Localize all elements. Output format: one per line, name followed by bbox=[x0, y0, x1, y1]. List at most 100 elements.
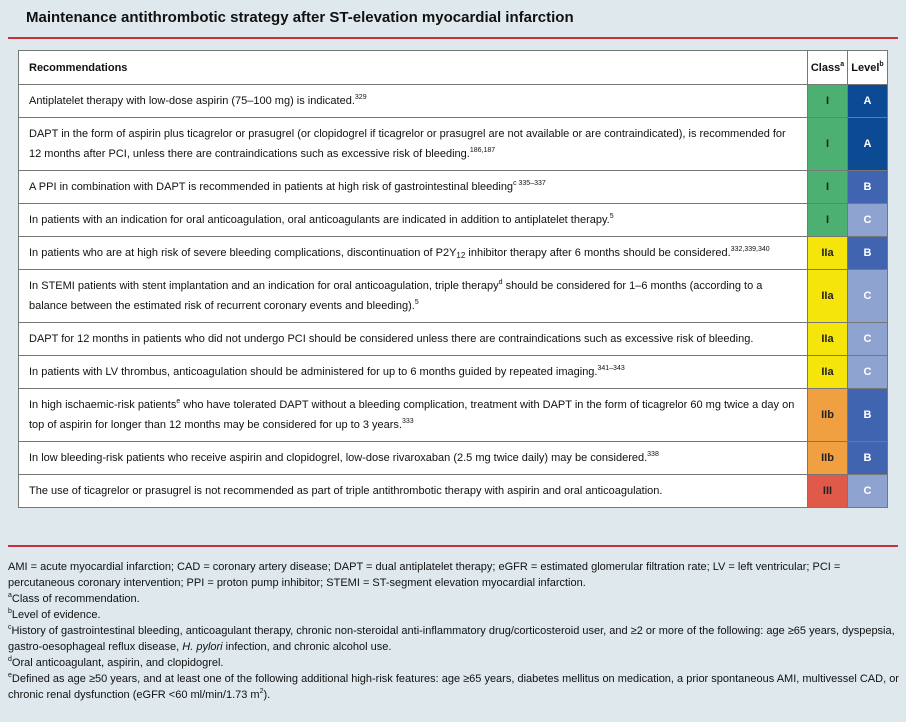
superscript: a bbox=[8, 592, 12, 599]
recommendation-row: The use of ticagrelor or prasugrel is no… bbox=[18, 474, 888, 508]
recommendation-text: Antiplatelet therapy with low-dose aspir… bbox=[18, 84, 808, 118]
text: Oral anticoagulant, aspirin, and clopido… bbox=[11, 657, 224, 669]
superscript: 333 bbox=[402, 418, 414, 425]
level-cell: A bbox=[847, 84, 888, 118]
footnote: aClass of recommendation. bbox=[8, 591, 900, 607]
level-cell: B bbox=[847, 441, 888, 475]
superscript: 341–343 bbox=[597, 365, 625, 372]
recommendation-text: A PPI in combination with DAPT is recomm… bbox=[18, 170, 808, 204]
text: In high ischaemic-risk patients bbox=[29, 399, 177, 411]
level-cell: B bbox=[847, 388, 888, 442]
class-cell: IIa bbox=[807, 322, 848, 356]
superscript: e bbox=[176, 398, 181, 405]
superscript: c bbox=[8, 624, 12, 631]
table-rule bbox=[8, 545, 898, 547]
recommendation-row: A PPI in combination with DAPT is recomm… bbox=[18, 170, 888, 204]
class-cell: IIa bbox=[807, 355, 848, 389]
text: infection, and chronic alcohol use. bbox=[222, 641, 392, 653]
level-cell: C bbox=[847, 474, 888, 508]
title-rule bbox=[8, 37, 898, 39]
text: DAPT for 12 months in patients who did n… bbox=[29, 333, 754, 345]
footnote: cHistory of gastrointestinal bleeding, a… bbox=[8, 623, 900, 655]
class-cell: IIa bbox=[807, 269, 848, 323]
level-cell: B bbox=[847, 236, 888, 270]
recommendation-text: DAPT for 12 months in patients who did n… bbox=[18, 322, 808, 356]
text: AMI = acute myocardial infarction; CAD =… bbox=[8, 561, 841, 589]
text: In patients with LV thrombus, anticoagul… bbox=[29, 366, 598, 378]
text: inhibitor therapy after 6 months should … bbox=[465, 247, 731, 259]
text: In patients who are at high risk of seve… bbox=[29, 247, 457, 259]
text: In low bleeding-risk patients who receiv… bbox=[29, 452, 648, 464]
superscript: 186,187 bbox=[469, 147, 496, 154]
text: Level bbox=[851, 61, 880, 74]
subscript: 12 bbox=[456, 251, 466, 260]
title: Maintenance antithrombotic strategy afte… bbox=[26, 9, 574, 26]
superscript: 329 bbox=[354, 94, 367, 101]
text: should be considered for 1–6 months (acc… bbox=[29, 280, 763, 312]
superscript: d bbox=[8, 656, 12, 663]
recommendation-row: In patients with LV thrombus, anticoagul… bbox=[18, 355, 888, 389]
text: Class bbox=[810, 61, 841, 74]
recommendation-text: The use of ticagrelor or prasugrel is no… bbox=[18, 474, 808, 508]
superscript: c 335–337 bbox=[513, 180, 546, 187]
level-cell: C bbox=[847, 322, 888, 356]
text: Defined as age ≥50 years, and at least o… bbox=[8, 673, 899, 701]
header-class: Classa bbox=[807, 50, 848, 85]
recommendation-row: In STEMI patients with stent implantatio… bbox=[18, 269, 888, 323]
recommendation-text: In low bleeding-risk patients who receiv… bbox=[18, 441, 808, 475]
recommendation-row: In high ischaemic-risk patientse who hav… bbox=[18, 388, 888, 442]
class-cell: I bbox=[807, 117, 848, 171]
level-cell: A bbox=[847, 117, 888, 171]
class-cell: I bbox=[807, 170, 848, 204]
text: In STEMI patients with stent implantatio… bbox=[29, 280, 499, 292]
level-cell: C bbox=[847, 203, 888, 237]
level-cell: C bbox=[847, 269, 888, 323]
recommendation-text: DAPT in the form of aspirin plus ticagre… bbox=[18, 117, 808, 171]
recommendation-text: In STEMI patients with stent implantatio… bbox=[18, 269, 808, 323]
superscript: 5 bbox=[609, 213, 614, 220]
header-row: Recommendations Classa Levelb bbox=[18, 50, 888, 85]
recommendation-row: In patients who are at high risk of seve… bbox=[18, 236, 888, 270]
superscript: 2 bbox=[259, 688, 264, 695]
superscript: b bbox=[8, 608, 12, 615]
class-cell: I bbox=[807, 203, 848, 237]
text: The use of ticagrelor or prasugrel is no… bbox=[29, 485, 663, 497]
recommendation-text: In patients with LV thrombus, anticoagul… bbox=[18, 355, 808, 389]
superscript: d bbox=[498, 279, 503, 286]
text: DAPT in the form of aspirin plus ticagre… bbox=[29, 128, 786, 160]
recommendation-row: In low bleeding-risk patients who receiv… bbox=[18, 441, 888, 475]
text: ). bbox=[263, 689, 271, 701]
class-cell: IIb bbox=[807, 441, 848, 475]
footnote: bLevel of evidence. bbox=[8, 607, 900, 623]
recommendation-row: DAPT for 12 months in patients who did n… bbox=[18, 322, 888, 356]
superscript: b bbox=[879, 60, 884, 68]
superscript: 5 bbox=[414, 299, 419, 306]
superscript: a bbox=[840, 60, 845, 68]
text: who have tolerated DAPT without a bleedi… bbox=[29, 399, 795, 431]
superscript: e bbox=[8, 672, 12, 679]
header-recommendations: Recommendations bbox=[18, 50, 808, 85]
superscript: 332,339,340 bbox=[730, 246, 770, 253]
level-cell: B bbox=[847, 170, 888, 204]
recommendations-table: Recommendations Classa Levelb Antiplatel… bbox=[18, 50, 888, 508]
footnote: AMI = acute myocardial infarction; CAD =… bbox=[8, 559, 900, 591]
recommendation-text: In patients with an indication for oral … bbox=[18, 203, 808, 237]
recommendation-row: DAPT in the form of aspirin plus ticagre… bbox=[18, 117, 888, 171]
text: Level of evidence. bbox=[11, 609, 101, 621]
footnote: dOral anticoagulant, aspirin, and clopid… bbox=[8, 655, 900, 671]
text: In patients with an indication for oral … bbox=[29, 214, 610, 226]
class-cell: IIb bbox=[807, 388, 848, 442]
footnotes: AMI = acute myocardial infarction; CAD =… bbox=[8, 559, 900, 703]
class-cell: III bbox=[807, 474, 848, 508]
class-cell: I bbox=[807, 84, 848, 118]
recommendation-row: In patients with an indication for oral … bbox=[18, 203, 888, 237]
footnote: eDefined as age ≥50 years, and at least … bbox=[8, 671, 900, 703]
recommendation-text: In patients who are at high risk of seve… bbox=[18, 236, 808, 270]
text: Class of recommendation. bbox=[11, 593, 140, 605]
italic-text: H. pylori bbox=[182, 641, 223, 653]
class-cell: IIa bbox=[807, 236, 848, 270]
recommendation-text: In high ischaemic-risk patientse who hav… bbox=[18, 388, 808, 442]
level-cell: C bbox=[847, 355, 888, 389]
recommendation-row: Antiplatelet therapy with low-dose aspir… bbox=[18, 84, 888, 118]
